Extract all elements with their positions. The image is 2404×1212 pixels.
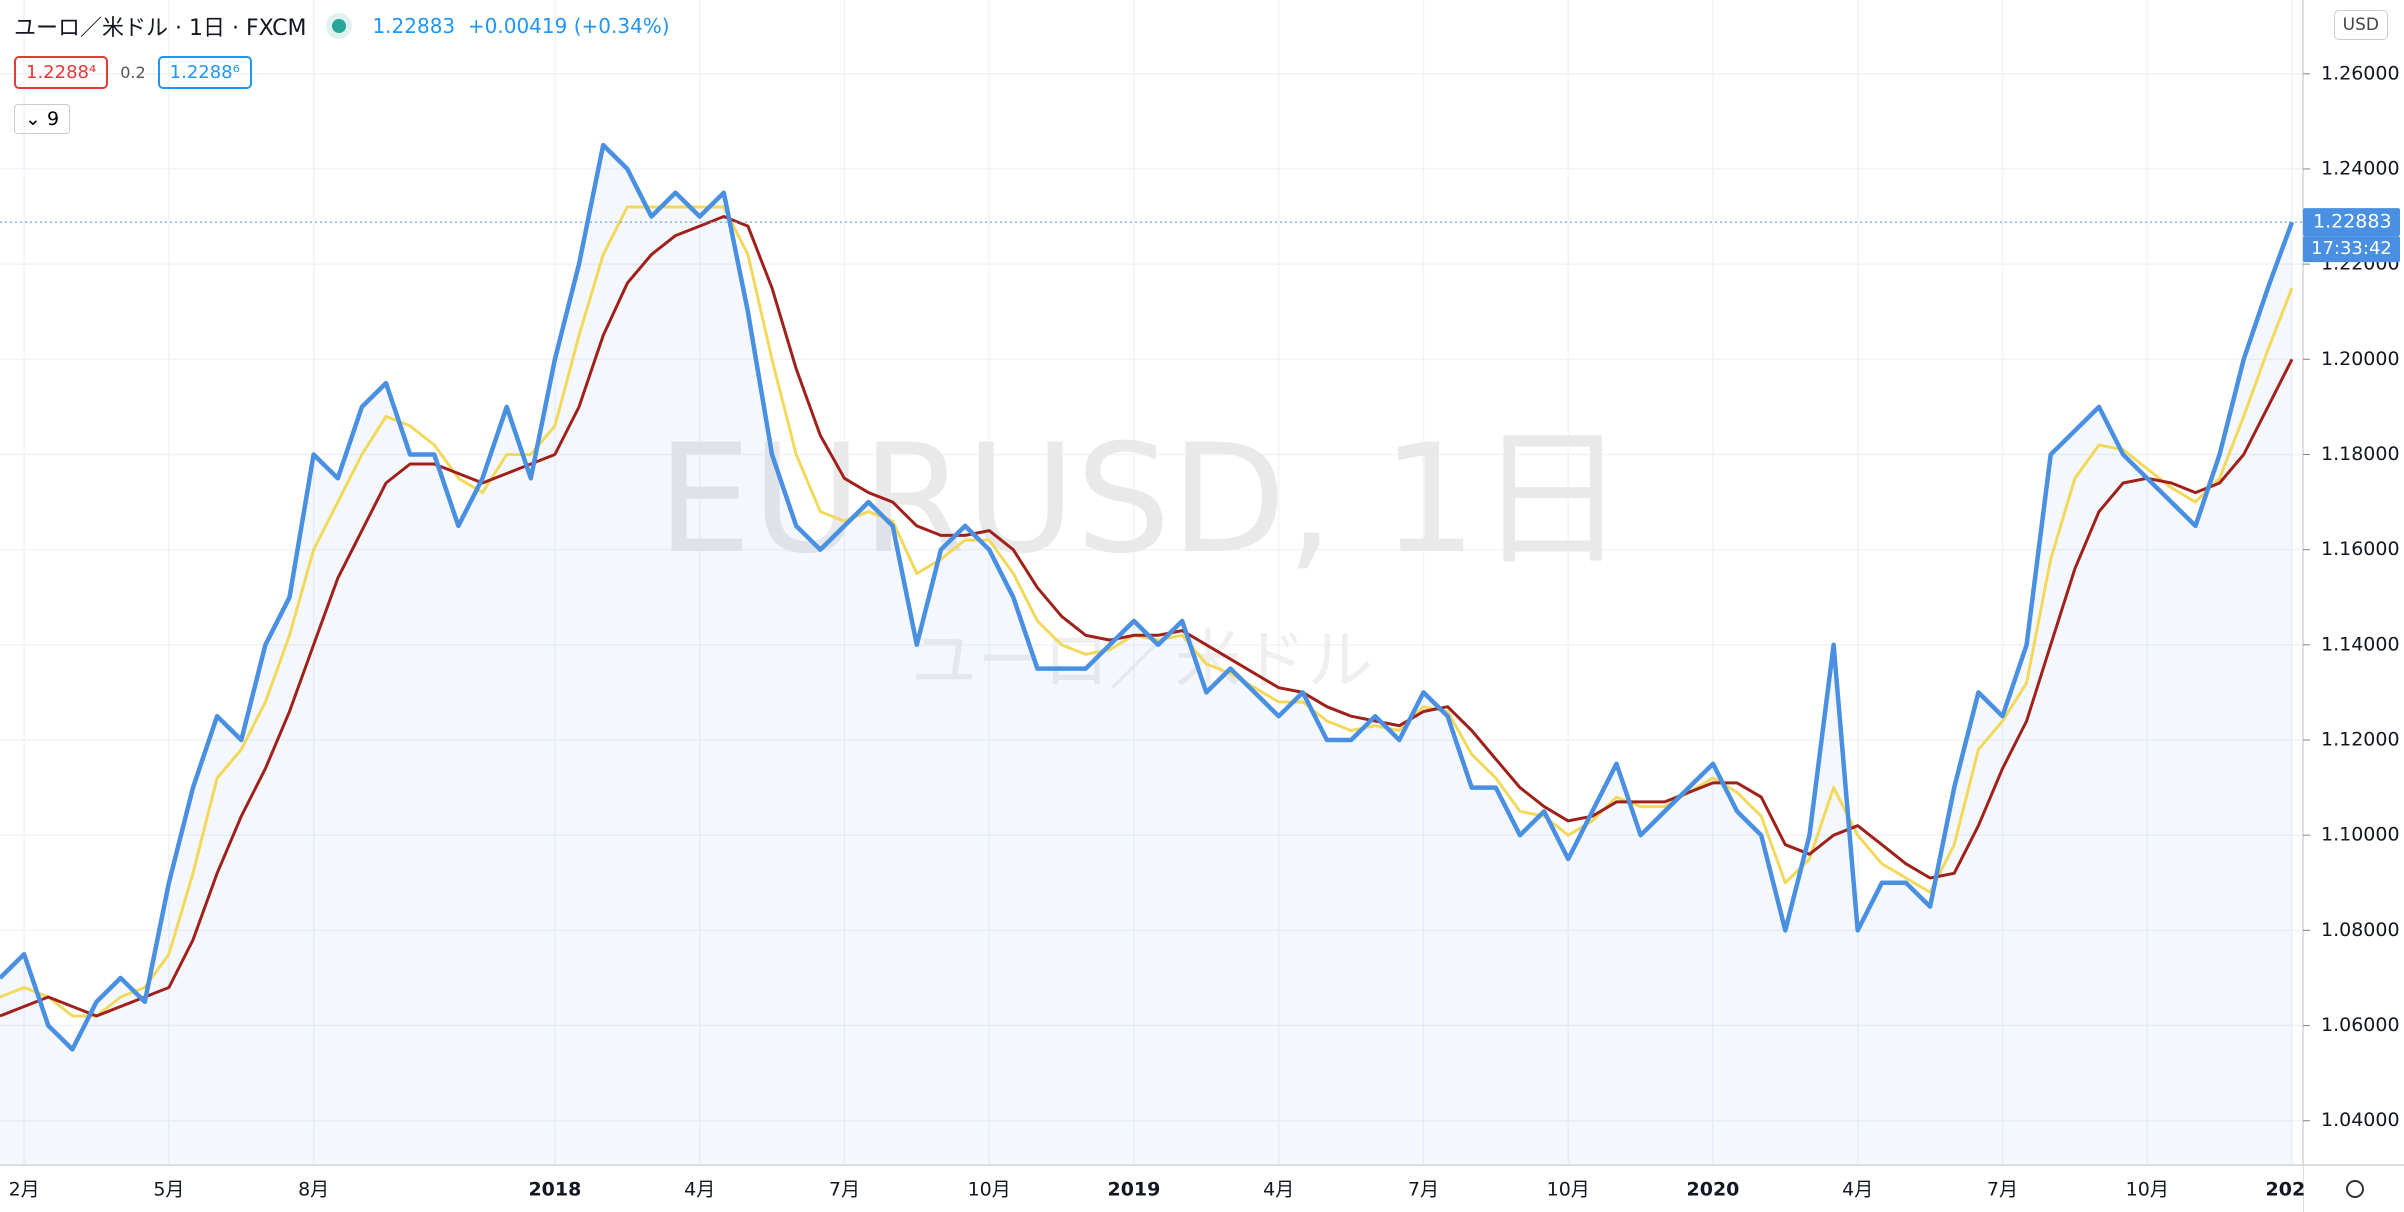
x-tick-label: 4月 — [684, 1179, 715, 1201]
x-tick-label: 2019 — [1107, 1179, 1160, 1201]
y-tick-label: 1.08000 — [2321, 919, 2400, 941]
y-tick-label: 1.16000 — [2321, 538, 2400, 560]
x-tick-label: 4月 — [1842, 1179, 1873, 1201]
market-status — [332, 19, 347, 33]
last-price: 1.22883 — [372, 14, 456, 38]
change-pct: (+0.34%) — [573, 14, 670, 38]
indicator-toggle[interactable]: ⌄ 9 — [14, 104, 71, 134]
watermark: EURUSD, 1日 — [657, 413, 1627, 587]
spread: 0.2 — [120, 63, 146, 82]
y-tick-label: 1.04000 — [2321, 1109, 2400, 1131]
y-tick-label: 1.06000 — [2321, 1014, 2400, 1036]
y-tick-label: 1.12000 — [2321, 729, 2400, 751]
indicator-count: 9 — [46, 108, 60, 130]
x-tick-label: 2月 — [9, 1179, 40, 1201]
price-axis-bg — [2303, 0, 2404, 1212]
x-tick-label: 7月 — [829, 1179, 860, 1201]
price-line — [0, 142, 2295, 1052]
sell-button[interactable]: 1.2288⁴ — [14, 56, 109, 89]
trade-row: 1.2288⁴ 0.2 1.2288⁶ — [14, 56, 252, 89]
y-tick-label: 1.10000 — [2321, 824, 2400, 846]
settings-icon — [2346, 1180, 2364, 1198]
x-tick-label: 5月 — [153, 1179, 184, 1201]
x-tick-label: 2018 — [528, 1179, 581, 1201]
change: +0.00419 — [467, 14, 568, 38]
x-tick-label: 10月 — [1547, 1179, 1590, 1201]
countdown-bg — [2303, 236, 2400, 263]
y-tick-label: 1.14000 — [2321, 633, 2400, 655]
x-tick-label: 8月 — [298, 1179, 329, 1201]
x-tick-label: 10月 — [968, 1179, 1011, 1201]
buy-button[interactable]: 1.2288⁶ — [157, 56, 252, 89]
countdown: 17:33:42 — [2311, 238, 2392, 259]
x-tick-label: 7月 — [1408, 1179, 1439, 1201]
price-area — [0, 145, 2292, 1165]
x-tick-label: 10月 — [2126, 1179, 2169, 1201]
symbol[interactable]: ユーロ／米ドル · 1日 · FXCM — [14, 16, 307, 41]
x-tick-label: 4月 — [1263, 1179, 1294, 1201]
quote: 1.22883 +0.00419 (+0.34%) — [372, 14, 669, 38]
y-tick-label: 1.26000 — [2321, 62, 2400, 84]
x-tick-label: 7月 — [1987, 1179, 2018, 1201]
y-tick-label: 1.24000 — [2321, 157, 2400, 179]
ma-line — [0, 205, 2294, 1018]
time-axis-cover — [2304, 1166, 2404, 1212]
y-tick-label: 1.18000 — [2321, 443, 2400, 465]
header: ユーロ／米ドル · 1日 · FXCM 1.22883 +0.00419 (+0… — [14, 10, 670, 42]
price-tag-bg — [2303, 208, 2400, 237]
time-axis-bg — [0, 1165, 2303, 1212]
currency-button[interactable]: USD — [2333, 10, 2388, 40]
x-tick-label: 2020 — [1687, 1179, 1740, 1201]
price-tag: 1.22883 — [2313, 211, 2392, 233]
y-tick-label: 1.20000 — [2321, 348, 2400, 370]
